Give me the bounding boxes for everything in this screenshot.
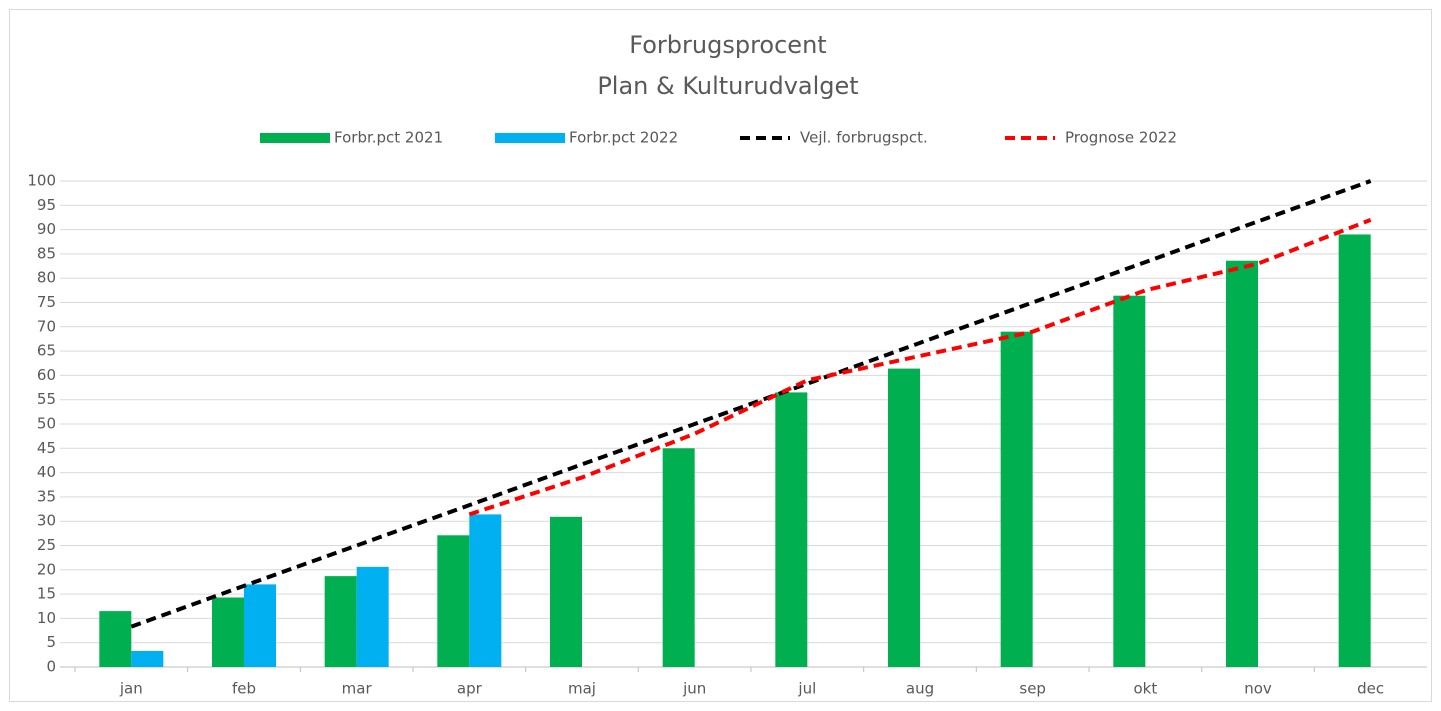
y-tick-label: 85 [37,244,56,262]
bar [469,514,502,667]
y-tick-label: 20 [37,560,56,578]
bar [1226,260,1258,667]
bar [437,535,470,667]
x-tick-label: okt [1133,680,1157,698]
x-tick-label: sep [1019,680,1046,698]
bar [324,576,357,667]
y-tick-label: 75 [37,293,56,311]
y-tick-label: 40 [37,463,56,481]
y-tick-label: 90 [37,220,56,238]
bar [99,611,132,667]
y-tick-label: 25 [37,536,56,554]
y-tick-label: 100 [27,172,56,190]
x-tick-label: aug [906,680,934,698]
x-tick-label: mar [342,680,373,698]
bar [775,392,808,667]
bar [244,584,276,667]
x-tick-label: maj [568,680,596,698]
y-tick-label: 30 [37,512,56,530]
y-tick-label: 60 [37,366,56,384]
legend-label: Prognose 2022 [1065,129,1177,147]
bar [356,566,389,667]
x-tick-label: nov [1244,680,1272,698]
y-tick-label: 15 [37,585,56,603]
y-tick-label: 55 [37,390,56,408]
y-tick-label: 10 [37,609,56,627]
y-tick-label: 50 [37,415,56,433]
legend-swatch [495,133,565,143]
line [130,179,1372,629]
x-tick-label: jul [797,680,816,698]
legend-swatch [260,133,330,143]
bar [662,448,695,667]
y-tick-label: 70 [37,317,56,335]
y-tick-label: 80 [37,269,56,287]
bar [131,650,164,667]
bar [1113,295,1146,667]
y-tick-label: 95 [37,196,56,214]
y-tick-label: 45 [37,439,56,457]
legend-label: Forbr.pct 2021 [334,129,443,147]
x-tick-label: apr [457,680,483,698]
y-tick-label: 5 [46,633,56,651]
legend-label: Forbr.pct 2022 [569,129,678,147]
y-tick-label: 65 [37,342,56,360]
x-tick-label: feb [232,680,256,698]
x-tick-label: jan [119,680,143,698]
bar [1000,331,1033,667]
x-tick-label: dec [1357,680,1384,698]
legend-label: Vejl. forbrugspct. [800,129,928,147]
bar [888,368,920,667]
line [468,218,1372,517]
chart-subtitle: Plan & Kulturudvalget [597,72,858,100]
y-tick-label: 35 [37,487,56,505]
bar [1338,234,1371,667]
bar [212,597,244,667]
chart-title: Forbrugsprocent [629,31,826,59]
x-tick-label: jun [682,680,706,698]
y-tick-label: 0 [46,658,56,676]
bar [550,516,582,667]
